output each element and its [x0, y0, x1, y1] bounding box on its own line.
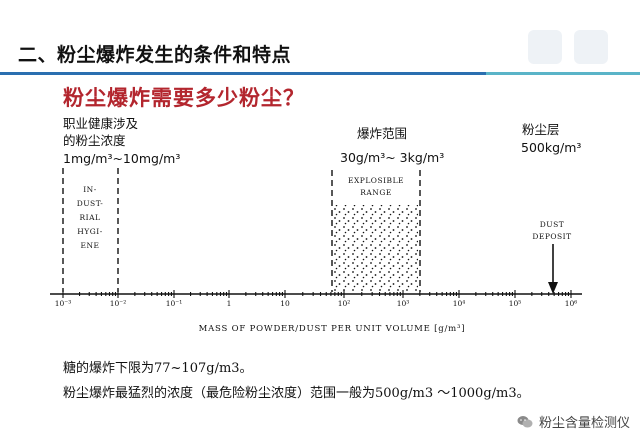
- watermark: 粉尘含量检测仪: [517, 412, 630, 431]
- tick-label-1: 1: [227, 299, 232, 308]
- deposit-label-1: DUST: [540, 220, 564, 229]
- hygiene-label-1: IN-: [83, 185, 97, 194]
- watermark-text: 粉尘含量检测仪: [538, 416, 630, 431]
- dust-layer-value: 500kg/m³: [521, 140, 582, 155]
- axis-ticks: [62, 290, 572, 298]
- explosion-range-title: 爆炸范围: [357, 126, 408, 141]
- tick-label-1e6: 10⁶: [565, 299, 578, 308]
- hygiene-label-3: RIAL: [79, 213, 100, 222]
- wechat-icon: [517, 415, 533, 429]
- tick-label-10: 10: [280, 299, 290, 308]
- tick-label-1e3: 10³: [397, 299, 410, 308]
- note-sugar-limit: 糖的爆炸下限为77~107g/m3。: [63, 361, 253, 376]
- decorative-square: [528, 30, 562, 64]
- tick-label-1e-3: 10⁻³: [55, 299, 72, 308]
- explosion-range-value: 30g/m³~ 3kg/m³: [340, 150, 445, 165]
- hygiene-label-2: DUST-: [77, 199, 104, 208]
- tick-label-1e-1: 10⁻¹: [166, 299, 183, 308]
- tick-label-1e-2: 10⁻²: [110, 299, 127, 308]
- title-underline: [0, 72, 486, 75]
- question-heading: 粉尘爆炸需要多少粉尘？: [63, 86, 305, 110]
- title-underline-accent: [486, 72, 640, 75]
- deposit-arrow-head: [548, 282, 558, 294]
- slide-title: 二、粉尘爆炸发生的条件和特点: [18, 44, 292, 66]
- hygiene-range: 1mg/m³~10mg/m³: [63, 151, 181, 166]
- note-most-dangerous-concentration: 粉尘爆炸最猛烈的浓度（最危险粉尘浓度）范围一般为500g/m3 ～1000g/m…: [63, 386, 530, 401]
- tick-label-1e4: 10⁴: [453, 299, 466, 308]
- explosible-range-fill: [334, 205, 418, 291]
- tick-label-1e2: 10²: [338, 299, 351, 308]
- axis-title: MASS OF POWDER/DUST PER UNIT VOLUME [g/m…: [199, 324, 466, 334]
- hygiene-label-line2: 的粉尘浓度: [63, 133, 126, 148]
- dust-layer-title: 粉尘层: [522, 122, 560, 137]
- hygiene-label-5: ENE: [80, 241, 99, 250]
- hygiene-label-line1: 职业健康涉及: [63, 116, 139, 131]
- hygiene-label-4: HYGI-: [77, 227, 102, 236]
- explosible-label-1: EXPLOSIBLE: [348, 176, 404, 185]
- tick-label-1e5: 10⁵: [509, 299, 522, 308]
- decorative-square: [574, 30, 608, 64]
- deposit-label-2: DEPOSIT: [532, 232, 571, 241]
- explosible-label-2: RANGE: [360, 188, 392, 197]
